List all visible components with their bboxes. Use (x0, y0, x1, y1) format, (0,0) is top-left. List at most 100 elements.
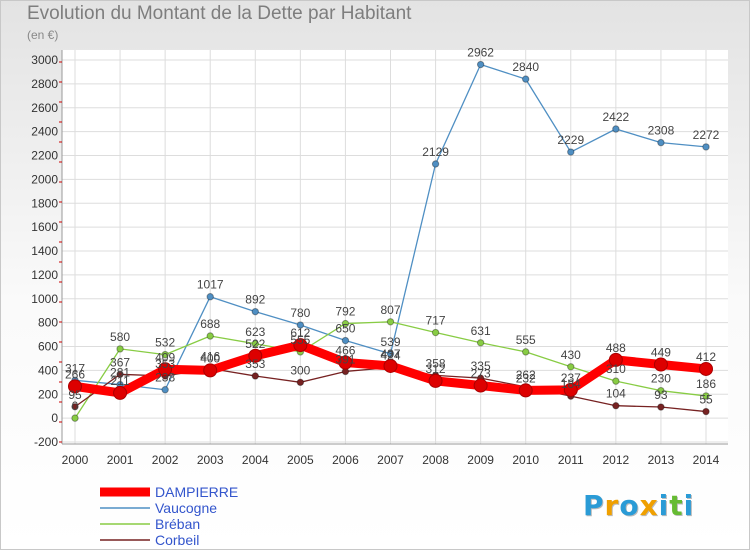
point-dampierre (293, 338, 308, 353)
x-tick-label: 2009 (467, 453, 494, 467)
legend-label: Bréban (155, 516, 200, 532)
data-label: 717 (426, 314, 446, 328)
data-label: 237 (561, 371, 581, 385)
x-tick-label: 2014 (693, 453, 720, 467)
x-tick-label: 2005 (287, 453, 314, 467)
data-label: 2962 (467, 46, 494, 60)
data-labels: 266 211 409 400 522 612 466 437 312 273 232 237 488 4… (65, 46, 720, 414)
y-tick-label: 2800 (31, 77, 58, 91)
data-label: 555 (516, 333, 536, 347)
logo-letter: P (583, 489, 605, 522)
proxiti-logo: Proxiti (583, 489, 694, 522)
data-label: 238 (155, 371, 175, 385)
data-label: 232 (516, 371, 536, 385)
y-tick-label: 1800 (31, 196, 58, 210)
point-vaucogne (431, 160, 440, 168)
point-bréban (206, 332, 214, 340)
data-label: 310 (606, 362, 626, 376)
point-bréban (251, 340, 259, 348)
data-label: 612 (290, 326, 310, 340)
axes: -200 0 200 400 600 800 1000 1200 1400 1600 1800 200… (31, 50, 728, 467)
point-dampierre (113, 385, 128, 400)
data-label: 391 (335, 352, 355, 366)
x-tick-label: 2004 (242, 453, 269, 467)
point-dampierre (383, 358, 398, 373)
y-tick-label: 1000 (31, 292, 58, 306)
y-tick-label: 400 (38, 363, 58, 377)
data-label: 186 (696, 377, 716, 391)
logo-letter: t (669, 489, 684, 522)
point-dampierre (248, 348, 263, 363)
point-vaucogne (657, 138, 665, 147)
y-tick-label: 600 (38, 340, 58, 354)
point-vaucogne (567, 148, 575, 156)
y-tick-label: -200 (34, 435, 58, 449)
data-label: 449 (651, 346, 671, 360)
data-label: 317 (65, 361, 85, 375)
point-bréban (476, 339, 485, 347)
point-bréban (612, 377, 620, 385)
data-label: 300 (290, 363, 310, 377)
data-label: 95 (68, 388, 82, 402)
point-dampierre (473, 378, 488, 393)
x-tick-label: 2011 (558, 453, 584, 467)
data-label: 262 (516, 368, 536, 382)
data-label: 184 (561, 377, 581, 391)
y-tick-label: 1400 (31, 244, 58, 258)
data-label: 2308 (648, 124, 675, 138)
point-vaucogne (386, 350, 395, 358)
point-dampierre (608, 352, 623, 367)
x-tick-label: 2000 (62, 453, 89, 467)
data-label: 416 (200, 349, 220, 363)
point-bréban (116, 345, 124, 353)
data-label: 367 (110, 355, 130, 369)
point-dampierre (203, 363, 218, 378)
data-label: 312 (426, 362, 446, 376)
point-corbeil (71, 403, 79, 411)
point-bréban (431, 328, 440, 337)
data-label: 522 (245, 337, 265, 351)
data-label: 353 (155, 357, 175, 371)
point-vaucogne (206, 293, 214, 301)
data-label: 2129 (422, 145, 449, 159)
point-vaucogne (341, 336, 350, 345)
data-label: 2229 (557, 133, 584, 147)
logo-letter: i (683, 489, 695, 522)
legend-label: Corbeil (155, 532, 199, 548)
y-tick-label: 1600 (31, 220, 58, 234)
x-tick-label: 2008 (422, 453, 449, 467)
data-label: 266 (65, 367, 85, 381)
chart-unit: (en €) (27, 28, 59, 42)
data-label: 353 (245, 357, 265, 371)
data-label: 650 (335, 322, 355, 336)
y-tick-label: 0 (51, 411, 58, 425)
data-label: 400 (200, 351, 220, 365)
data-label: 104 (606, 387, 626, 401)
data-label: 623 (245, 325, 265, 339)
data-label: 466 (335, 343, 355, 357)
data-label: 792 (335, 305, 355, 319)
point-corbeil (702, 407, 710, 416)
point-bréban (386, 318, 395, 326)
data-label: 488 (606, 341, 626, 355)
x-tick-label: 2010 (512, 453, 539, 467)
logo-letter: r (604, 489, 620, 522)
data-label: 539 (380, 335, 400, 349)
data-label: 211 (111, 374, 130, 388)
data-label: 230 (651, 372, 671, 386)
data-label: 1017 (197, 278, 224, 292)
data-label: 424 (380, 349, 400, 363)
data-label: 335 (471, 359, 491, 373)
point-bréban (567, 363, 575, 371)
data-label: 273 (471, 367, 491, 381)
y-tick-label: 800 (38, 316, 58, 330)
point-corbeil (116, 370, 124, 379)
data-label: 2272 (693, 128, 720, 142)
y-tick-label: 2600 (31, 101, 58, 115)
logo-letter: o (619, 489, 640, 522)
point-vaucogne (612, 125, 620, 133)
data-label: 412 (696, 350, 716, 364)
x-tick-label: 2001 (107, 453, 134, 467)
chart-title: Evolution du Montant de la Dette par Hab… (27, 3, 412, 24)
